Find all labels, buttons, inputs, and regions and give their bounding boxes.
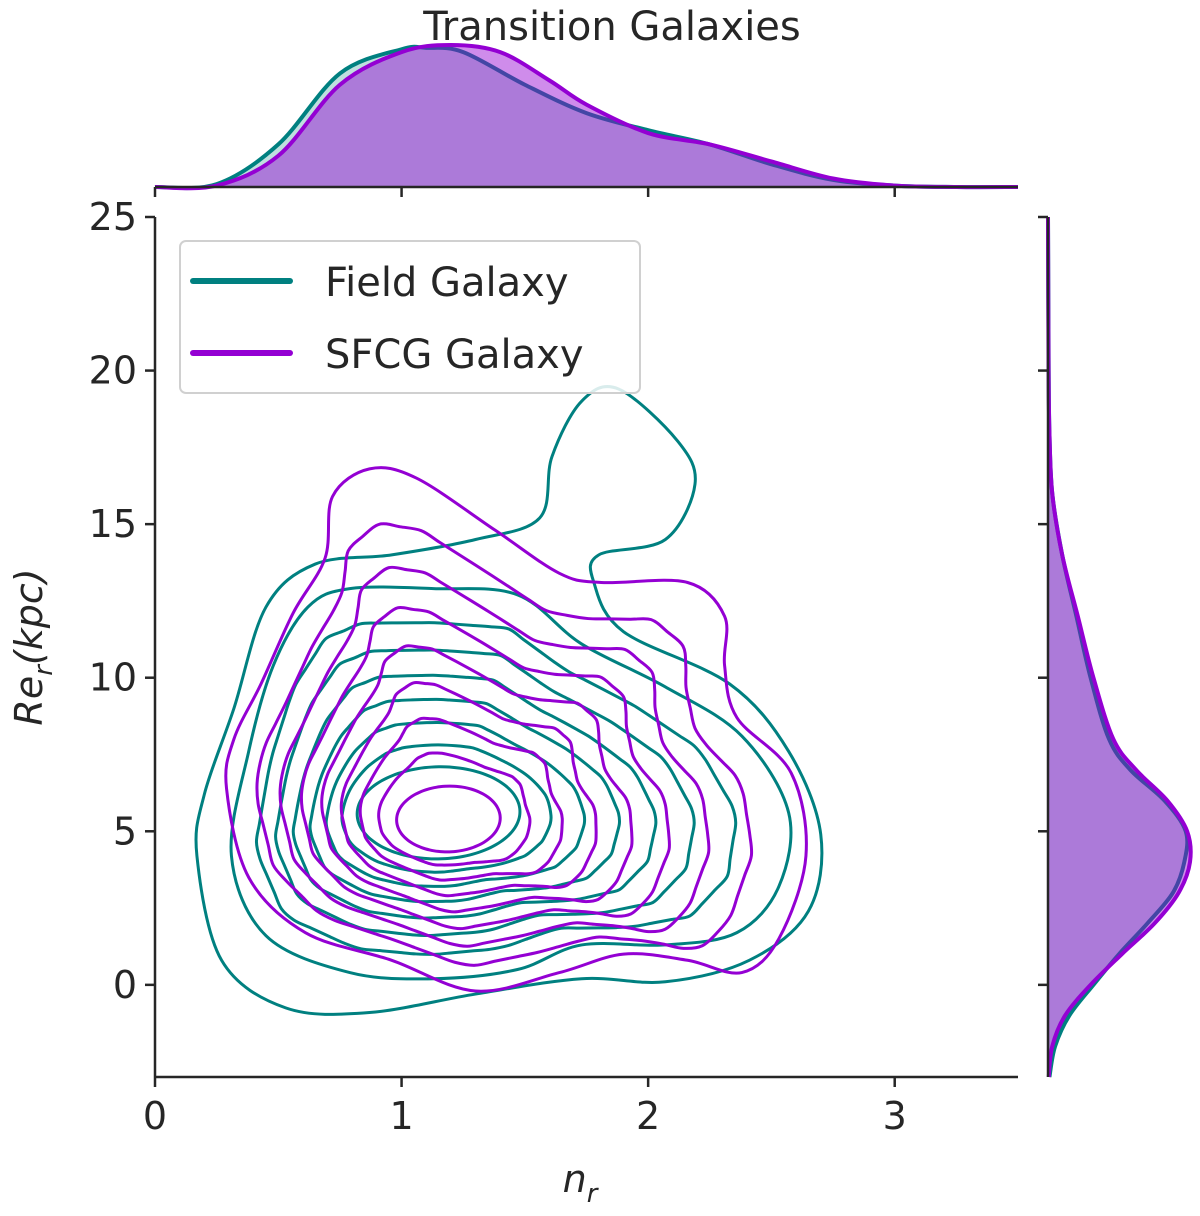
y-tick-label: 20	[89, 349, 137, 393]
y-tick-label: 0	[113, 963, 137, 1007]
x-tick-label: 2	[636, 1094, 660, 1138]
top-marginal-line	[154, 42, 1019, 191]
contour-line	[340, 743, 553, 874]
y-axis-label: Rer(kpc)	[7, 568, 59, 725]
contour-line	[308, 697, 622, 904]
contour-line	[299, 605, 671, 931]
right-marginal-fill	[1048, 217, 1188, 1077]
x-axis-label: nr	[563, 1157, 600, 1209]
contours-1	[224, 466, 808, 993]
top-marginal-fill	[155, 45, 1018, 189]
contour-line	[274, 648, 696, 937]
y-tick-label: 5	[113, 809, 137, 853]
y-tick-label: 15	[89, 502, 137, 546]
contours-0	[194, 385, 824, 1016]
contour-line	[254, 621, 738, 956]
contour-plot	[194, 385, 824, 1016]
top-marginal-kde	[154, 42, 1019, 191]
legend-label-field: Field Galaxy	[325, 260, 569, 306]
contour-line	[255, 522, 754, 967]
contour-line	[278, 565, 711, 948]
right-marginal-line	[1046, 216, 1193, 1078]
right-marginal-kde	[1046, 216, 1193, 1078]
contour-line	[324, 720, 587, 888]
right-marginal-fill	[1048, 217, 1191, 1077]
contour-line	[320, 644, 634, 914]
top-marginal-fill	[155, 46, 1018, 189]
contour-line	[395, 784, 502, 854]
chart-title: Transition Galaxies	[422, 4, 801, 50]
contour-line	[358, 716, 564, 882]
contour-line	[229, 585, 793, 981]
x-tick-label: 0	[143, 1094, 167, 1138]
contour-line	[355, 765, 522, 861]
x-tick-label: 1	[389, 1094, 413, 1138]
x-tick-label: 3	[883, 1094, 907, 1138]
y-tick-label: 25	[89, 195, 137, 239]
axes: 0 1 2 3 0 5 10 15 20 25	[89, 185, 1050, 1138]
y-tick-label: 10	[89, 656, 137, 700]
legend: Field Galaxy SFCG Galaxy	[179, 240, 641, 394]
legend-box	[179, 240, 641, 394]
contour-line	[339, 681, 598, 898]
legend-label-sfcg: SFCG Galaxy	[325, 332, 584, 378]
contour-line	[224, 466, 808, 993]
contour-line	[377, 751, 532, 867]
